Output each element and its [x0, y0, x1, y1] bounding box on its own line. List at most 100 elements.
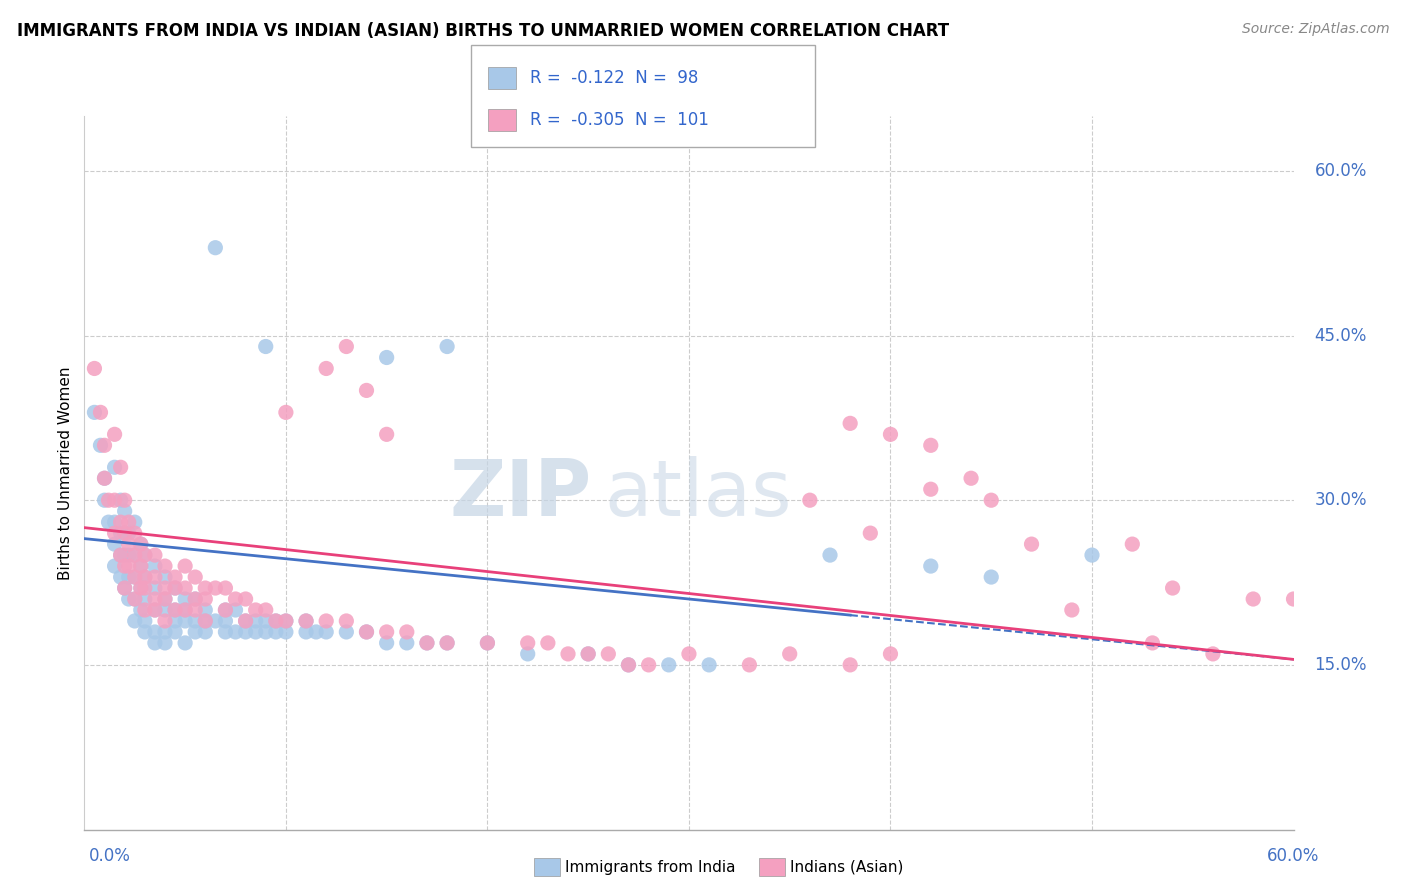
Point [114, 493, 136, 508]
Point [818, 548, 841, 562]
Point [274, 405, 297, 419]
Point [254, 614, 277, 628]
Text: ZIP: ZIP [450, 456, 592, 533]
Point [118, 515, 141, 529]
Point [264, 624, 287, 639]
Point [477, 636, 499, 650]
Point [637, 657, 659, 672]
Point [143, 603, 166, 617]
Point [143, 624, 166, 639]
Point [184, 603, 207, 617]
Point [335, 614, 357, 628]
Point [879, 427, 901, 442]
Point [980, 493, 1002, 508]
Point [153, 570, 176, 584]
Point [110, 548, 132, 562]
Point [274, 624, 297, 639]
Point [738, 657, 761, 672]
Point [153, 592, 176, 607]
Point [225, 592, 247, 607]
Point [799, 493, 821, 508]
Point [1142, 636, 1164, 650]
Point [118, 526, 141, 541]
Point [839, 657, 862, 672]
Point [124, 548, 146, 562]
Point [134, 548, 156, 562]
Point [537, 636, 560, 650]
Point [104, 559, 127, 574]
Point [124, 614, 146, 628]
Point [1081, 548, 1104, 562]
Point [214, 581, 236, 595]
Point [678, 647, 700, 661]
Point [416, 636, 439, 650]
Point [1060, 603, 1083, 617]
Point [598, 647, 620, 661]
Point [134, 603, 156, 617]
Point [114, 581, 136, 595]
Point [118, 537, 141, 551]
Text: IMMIGRANTS FROM INDIA VS INDIAN (ASIAN) BIRTHS TO UNMARRIED WOMEN CORRELATION CH: IMMIGRANTS FROM INDIA VS INDIAN (ASIAN) … [17, 22, 949, 40]
Point [104, 460, 127, 475]
Point [697, 657, 720, 672]
Point [416, 636, 439, 650]
Point [124, 592, 146, 607]
Point [617, 657, 640, 672]
Point [194, 603, 217, 617]
Text: 45.0%: 45.0% [1315, 326, 1367, 344]
Point [165, 603, 187, 617]
Point [124, 570, 146, 584]
Point [93, 493, 115, 508]
Point [153, 614, 176, 628]
Point [295, 614, 318, 628]
Point [143, 636, 166, 650]
Point [920, 438, 942, 452]
Point [104, 493, 127, 508]
Point [110, 526, 132, 541]
Point [174, 581, 197, 595]
Point [129, 581, 152, 595]
Point [235, 614, 257, 628]
Point [235, 614, 257, 628]
Point [184, 624, 207, 639]
Point [153, 636, 176, 650]
Point [110, 515, 132, 529]
Text: 60.0%: 60.0% [1267, 847, 1319, 865]
Point [153, 581, 176, 595]
Point [118, 592, 141, 607]
Point [436, 339, 458, 353]
Point [335, 624, 357, 639]
Point [1241, 592, 1264, 607]
Point [165, 603, 187, 617]
Point [110, 493, 132, 508]
Point [184, 592, 207, 607]
Point [124, 570, 146, 584]
Point [129, 537, 152, 551]
Point [184, 614, 207, 628]
Point [516, 636, 538, 650]
Point [254, 339, 277, 353]
Point [214, 603, 236, 617]
Point [295, 624, 318, 639]
Point [114, 504, 136, 518]
Point [134, 570, 156, 584]
Text: Indians (Asian): Indians (Asian) [790, 860, 904, 874]
Point [477, 636, 499, 650]
Point [436, 636, 458, 650]
Point [980, 570, 1002, 584]
Point [779, 647, 801, 661]
Point [118, 559, 141, 574]
Point [204, 241, 226, 255]
Point [143, 592, 166, 607]
Point [305, 624, 328, 639]
Text: 15.0%: 15.0% [1315, 656, 1367, 673]
Point [1202, 647, 1225, 661]
Point [165, 614, 187, 628]
Point [245, 614, 267, 628]
Point [114, 526, 136, 541]
Point [204, 581, 226, 595]
Point [194, 624, 217, 639]
Point [235, 592, 257, 607]
Point [839, 417, 862, 431]
Point [89, 405, 111, 419]
